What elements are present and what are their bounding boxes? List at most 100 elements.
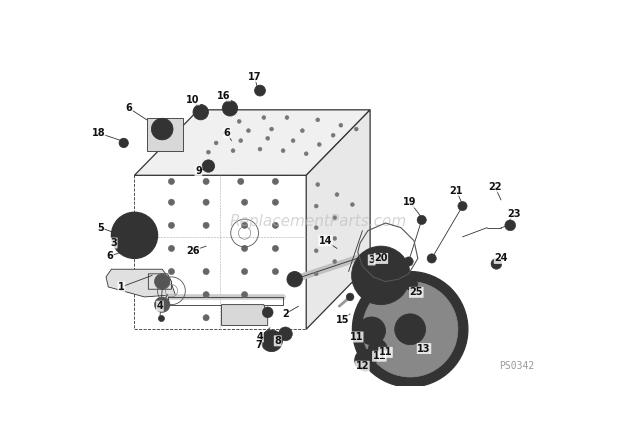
Text: 10: 10	[186, 95, 200, 105]
Text: 5: 5	[97, 223, 104, 233]
Text: 11: 11	[379, 347, 392, 357]
Text: 14: 14	[319, 236, 332, 246]
Circle shape	[365, 325, 378, 337]
Circle shape	[317, 142, 321, 146]
Circle shape	[169, 269, 175, 275]
Circle shape	[395, 314, 425, 345]
Circle shape	[202, 160, 215, 172]
Circle shape	[169, 245, 175, 252]
Text: 21: 21	[450, 186, 463, 196]
Polygon shape	[135, 110, 370, 175]
Text: 13: 13	[417, 344, 431, 354]
Circle shape	[247, 129, 250, 132]
Text: 18: 18	[92, 128, 105, 138]
Circle shape	[358, 317, 386, 345]
Text: PS0342: PS0342	[498, 361, 534, 371]
Circle shape	[291, 139, 295, 142]
Text: 22: 22	[488, 182, 502, 192]
Circle shape	[287, 272, 303, 287]
Circle shape	[458, 201, 467, 210]
Circle shape	[203, 292, 209, 298]
Circle shape	[333, 260, 337, 263]
Polygon shape	[306, 110, 370, 329]
Circle shape	[417, 215, 427, 224]
Circle shape	[131, 231, 138, 239]
Circle shape	[281, 149, 285, 153]
Text: 6: 6	[126, 103, 133, 113]
Circle shape	[242, 199, 247, 205]
Circle shape	[158, 301, 166, 309]
Circle shape	[505, 220, 516, 231]
Circle shape	[335, 193, 339, 197]
Circle shape	[226, 105, 234, 112]
Circle shape	[272, 269, 278, 275]
Circle shape	[169, 199, 175, 205]
Text: 11: 11	[350, 332, 363, 342]
Polygon shape	[148, 274, 172, 289]
Circle shape	[316, 183, 320, 187]
Circle shape	[169, 222, 175, 228]
Circle shape	[136, 244, 141, 248]
Text: 2: 2	[282, 309, 289, 319]
Text: ReplacementParts.com: ReplacementParts.com	[229, 214, 406, 229]
Circle shape	[331, 133, 335, 137]
Circle shape	[368, 339, 387, 358]
Circle shape	[169, 178, 175, 184]
Circle shape	[405, 279, 418, 291]
Circle shape	[154, 274, 170, 289]
Circle shape	[112, 212, 157, 258]
Circle shape	[214, 141, 218, 145]
Circle shape	[491, 258, 502, 269]
Circle shape	[355, 349, 376, 371]
Circle shape	[133, 241, 144, 252]
Text: 15: 15	[335, 315, 349, 325]
Circle shape	[242, 222, 247, 228]
Circle shape	[203, 222, 209, 228]
Circle shape	[124, 224, 145, 246]
Circle shape	[304, 152, 308, 156]
Circle shape	[314, 249, 318, 253]
Circle shape	[258, 88, 262, 93]
Circle shape	[301, 129, 304, 132]
Circle shape	[203, 178, 209, 184]
Text: 7: 7	[255, 340, 262, 350]
Circle shape	[193, 105, 208, 120]
Circle shape	[370, 264, 392, 287]
Circle shape	[285, 115, 289, 119]
Circle shape	[352, 246, 410, 305]
Circle shape	[154, 297, 170, 312]
Circle shape	[206, 164, 211, 168]
Text: 3: 3	[368, 255, 375, 265]
Circle shape	[261, 330, 282, 352]
Circle shape	[339, 123, 343, 127]
Circle shape	[378, 259, 389, 270]
Circle shape	[223, 131, 228, 135]
Text: 26: 26	[186, 246, 200, 256]
Circle shape	[203, 315, 209, 321]
Circle shape	[237, 119, 241, 123]
Circle shape	[160, 127, 164, 132]
Circle shape	[268, 337, 275, 345]
Circle shape	[316, 118, 320, 122]
Circle shape	[350, 203, 354, 207]
Circle shape	[314, 204, 318, 208]
Polygon shape	[147, 118, 183, 151]
Circle shape	[222, 101, 237, 116]
Circle shape	[354, 127, 358, 131]
Circle shape	[270, 339, 273, 342]
Circle shape	[272, 178, 278, 184]
Text: 24: 24	[494, 253, 508, 263]
Circle shape	[314, 226, 318, 230]
Circle shape	[242, 269, 247, 275]
Circle shape	[278, 327, 293, 341]
Text: 6: 6	[107, 251, 113, 261]
Text: 8: 8	[274, 336, 281, 346]
Circle shape	[427, 254, 436, 263]
Text: 25: 25	[410, 287, 423, 297]
Text: 12: 12	[356, 361, 369, 371]
Text: 20: 20	[374, 253, 388, 263]
Circle shape	[198, 109, 204, 115]
Circle shape	[272, 222, 278, 228]
Circle shape	[158, 316, 164, 322]
Circle shape	[361, 356, 370, 364]
